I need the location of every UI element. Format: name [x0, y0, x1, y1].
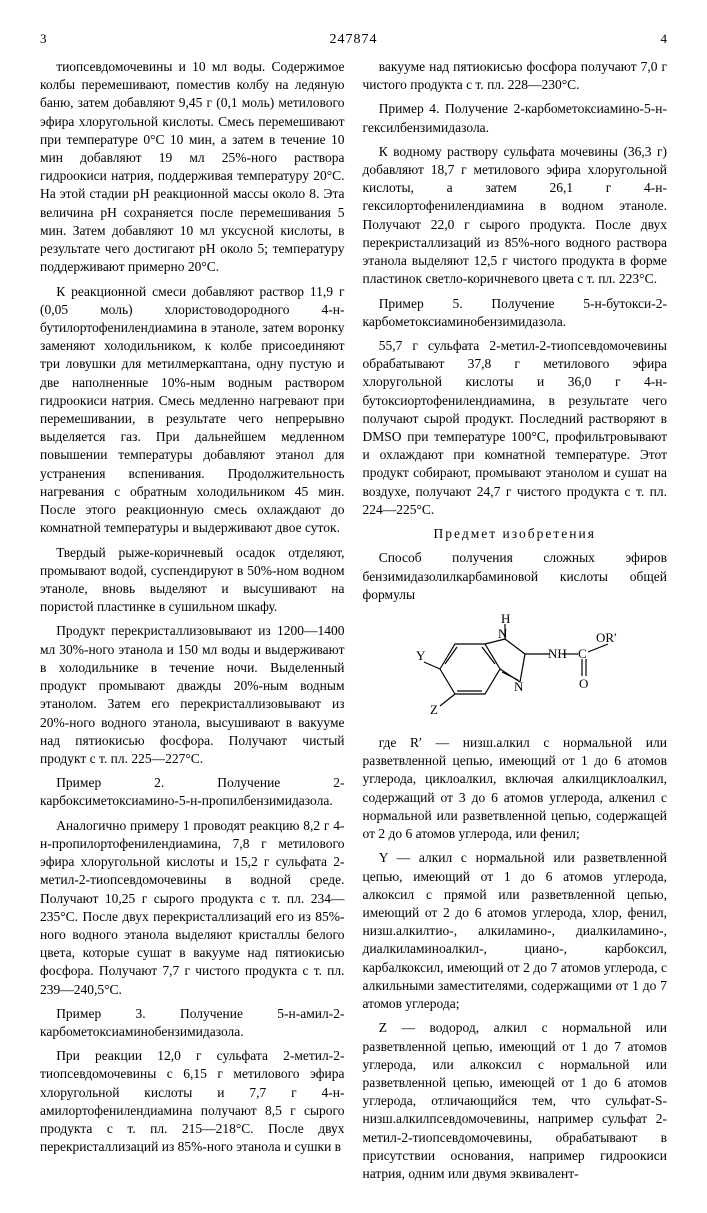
- left-paragraph-5: Пример 2. Получение 2-карбоксиметоксиами…: [40, 774, 345, 810]
- chemical-formula: Y Z H N N NH C O OR′: [363, 614, 668, 724]
- formula-label-N1: N: [498, 626, 508, 641]
- left-paragraph-1: тиопсевдомочевины и 10 мл воды. Содержим…: [40, 58, 345, 277]
- body-columns: тиопсевдомочевины и 10 мл воды. Содержим…: [40, 58, 667, 1183]
- right-paragraph-9: Z — водород, алкил с нормальной или разв…: [363, 1019, 668, 1183]
- right-paragraph-5: 55,7 г сульфата 2-метил-2-тиопсевдомочев…: [363, 337, 668, 519]
- right-paragraph-4: Пример 5. Получение 5-н-бутокси-2-карбом…: [363, 295, 668, 331]
- right-paragraph-6: Способ получения сложных эфиров бензимид…: [363, 549, 668, 604]
- right-page-number: 4: [661, 30, 668, 48]
- left-paragraph-8: При реакции 12,0 г сульфата 2-метил-2-ти…: [40, 1047, 345, 1156]
- formula-label-Y: Y: [416, 648, 426, 663]
- right-paragraph-3: К водному раствору сульфата мочевины (36…: [363, 143, 668, 289]
- left-paragraph-4: Продукт перекристаллизовывают из 1200—14…: [40, 622, 345, 768]
- right-paragraph-7: где R′ — низш.алкил с нормальной или раз…: [363, 734, 668, 843]
- formula-label-H: H: [501, 614, 510, 626]
- formula-label-O: O: [579, 676, 588, 691]
- left-paragraph-6: Аналогично примеру 1 проводят реакцию 8,…: [40, 817, 345, 999]
- formula-svg: Y Z H N N NH C O OR′: [410, 614, 620, 724]
- document-number: 247874: [330, 31, 378, 50]
- right-paragraph-2: Пример 4. Получение 2-карбометоксиамино-…: [363, 100, 668, 136]
- right-paragraph-1: вакууме над пятиокисью фосфора получают …: [363, 58, 668, 94]
- left-paragraph-3: Твердый рыже-коричневый осадок отделяют,…: [40, 544, 345, 617]
- left-paragraph-7: Пример 3. Получение 5-н-амил-2-карбомето…: [40, 1005, 345, 1041]
- left-paragraph-2: К реакционной смеси добавляют раствор 11…: [40, 283, 345, 538]
- formula-label-C: C: [578, 646, 587, 661]
- left-page-number: 3: [40, 30, 47, 48]
- formula-label-N2: N: [514, 679, 524, 694]
- right-paragraph-8: Y — алкил с нормальной или разветвленной…: [363, 849, 668, 1013]
- formula-label-Z: Z: [430, 702, 438, 717]
- header: 3 247874 4: [40, 30, 667, 50]
- formula-label-OR: OR′: [596, 630, 617, 645]
- formula-label-NH: NH: [548, 646, 567, 661]
- invention-title: Предмет изобретения: [363, 525, 668, 543]
